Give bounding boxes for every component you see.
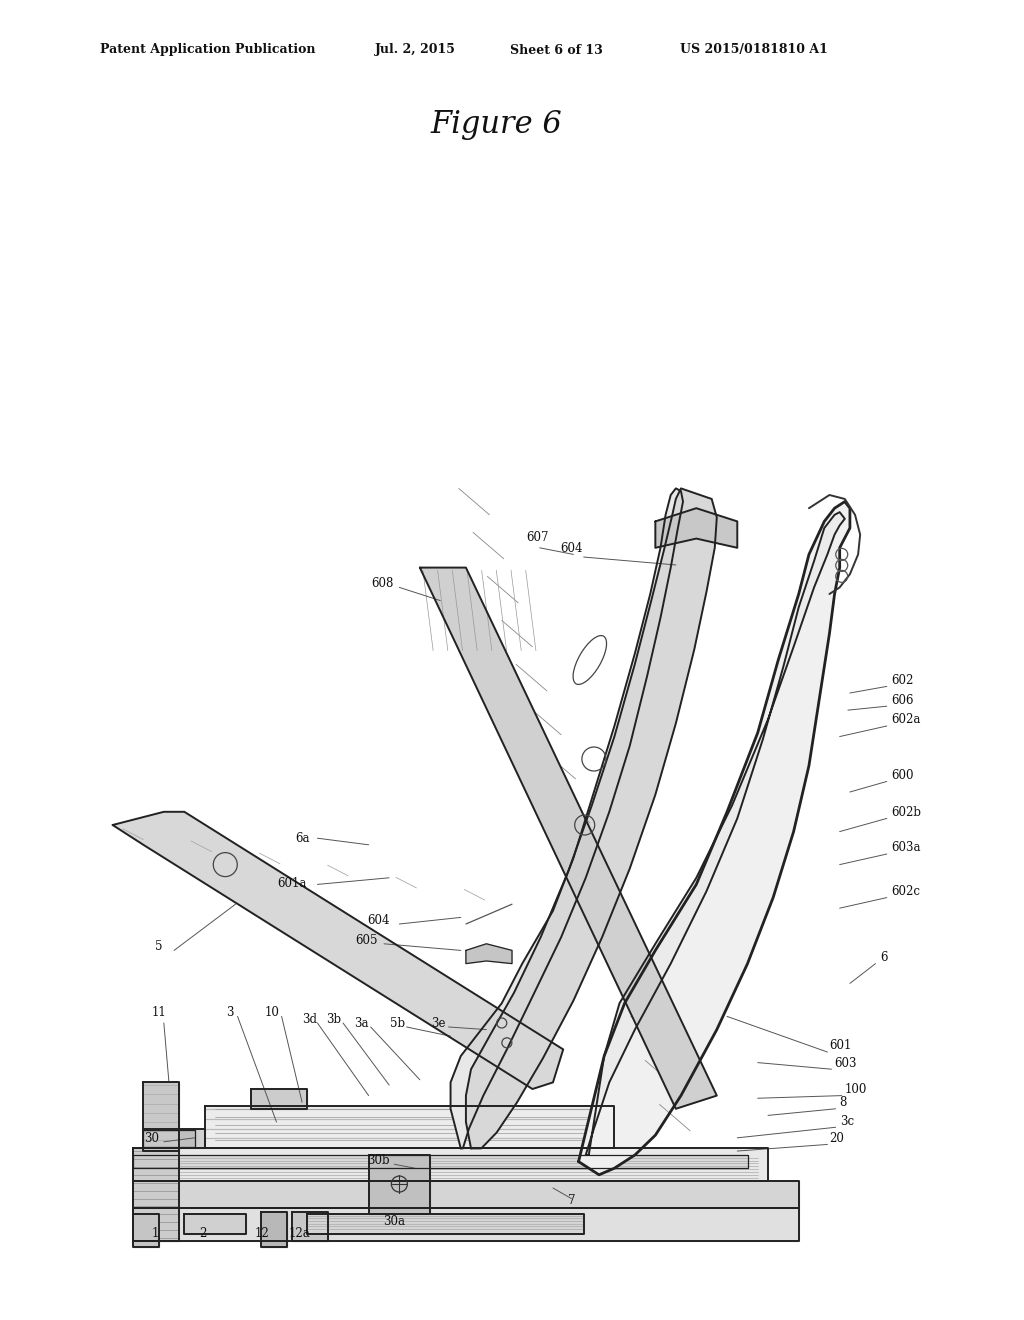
Polygon shape bbox=[133, 1148, 179, 1241]
Text: 3d: 3d bbox=[302, 1012, 316, 1026]
Text: 100: 100 bbox=[845, 1082, 867, 1096]
Polygon shape bbox=[579, 502, 850, 1175]
Polygon shape bbox=[466, 488, 717, 1148]
Polygon shape bbox=[113, 812, 563, 1089]
Text: 602b: 602b bbox=[891, 805, 921, 818]
Polygon shape bbox=[133, 1148, 768, 1181]
Text: 604: 604 bbox=[560, 541, 583, 554]
Polygon shape bbox=[205, 1106, 614, 1148]
Text: 12a: 12a bbox=[288, 1226, 310, 1239]
Text: 30b: 30b bbox=[368, 1154, 390, 1167]
Text: 602a: 602a bbox=[891, 713, 921, 726]
Polygon shape bbox=[251, 1089, 307, 1109]
Text: 6: 6 bbox=[881, 950, 888, 964]
Text: 603a: 603a bbox=[891, 841, 921, 854]
Text: Jul. 2, 2015: Jul. 2, 2015 bbox=[375, 44, 456, 57]
Polygon shape bbox=[133, 1155, 748, 1168]
Text: 605: 605 bbox=[355, 933, 378, 946]
Polygon shape bbox=[420, 568, 717, 1109]
Text: Figure 6: Figure 6 bbox=[430, 110, 562, 140]
Text: 3a: 3a bbox=[354, 1016, 369, 1030]
Polygon shape bbox=[261, 1212, 287, 1247]
Text: 30: 30 bbox=[144, 1131, 159, 1144]
Text: 5: 5 bbox=[155, 940, 163, 953]
Text: 3b: 3b bbox=[327, 1012, 341, 1026]
Text: 608: 608 bbox=[371, 577, 393, 590]
Text: 2: 2 bbox=[199, 1226, 207, 1239]
Text: 7: 7 bbox=[567, 1193, 575, 1206]
Polygon shape bbox=[133, 1181, 799, 1208]
Text: 1: 1 bbox=[152, 1226, 160, 1239]
Text: 607: 607 bbox=[526, 531, 549, 544]
Text: 602: 602 bbox=[891, 673, 913, 686]
Polygon shape bbox=[451, 488, 683, 1148]
Text: 603: 603 bbox=[835, 1056, 857, 1069]
Text: 3c: 3c bbox=[840, 1114, 854, 1127]
Text: 20: 20 bbox=[829, 1131, 845, 1144]
Polygon shape bbox=[133, 1214, 159, 1247]
Text: Sheet 6 of 13: Sheet 6 of 13 bbox=[510, 44, 603, 57]
Text: 604: 604 bbox=[368, 913, 390, 927]
Polygon shape bbox=[143, 1130, 195, 1147]
Text: 6a: 6a bbox=[295, 832, 309, 845]
Text: 602c: 602c bbox=[891, 884, 920, 898]
Polygon shape bbox=[586, 512, 845, 1155]
Text: 3: 3 bbox=[225, 1006, 233, 1019]
Text: 600: 600 bbox=[891, 768, 913, 781]
Polygon shape bbox=[655, 508, 737, 548]
Text: 10: 10 bbox=[265, 1006, 280, 1019]
Text: 5b: 5b bbox=[390, 1016, 404, 1030]
Polygon shape bbox=[143, 1082, 179, 1151]
Text: 11: 11 bbox=[152, 1006, 166, 1019]
Polygon shape bbox=[369, 1155, 430, 1214]
Polygon shape bbox=[292, 1212, 328, 1241]
Text: 8: 8 bbox=[840, 1096, 847, 1109]
Text: Patent Application Publication: Patent Application Publication bbox=[100, 44, 315, 57]
Text: 601a: 601a bbox=[278, 876, 306, 890]
Polygon shape bbox=[133, 1208, 799, 1241]
Text: 12: 12 bbox=[255, 1226, 269, 1239]
Text: US 2015/0181810 A1: US 2015/0181810 A1 bbox=[680, 44, 827, 57]
Text: 30a: 30a bbox=[383, 1214, 406, 1228]
Polygon shape bbox=[184, 1214, 246, 1234]
Text: 3e: 3e bbox=[431, 1016, 445, 1030]
Text: 601: 601 bbox=[829, 1039, 852, 1052]
Polygon shape bbox=[466, 944, 512, 964]
Polygon shape bbox=[307, 1214, 584, 1234]
Polygon shape bbox=[143, 1129, 205, 1148]
Text: 606: 606 bbox=[891, 693, 913, 706]
